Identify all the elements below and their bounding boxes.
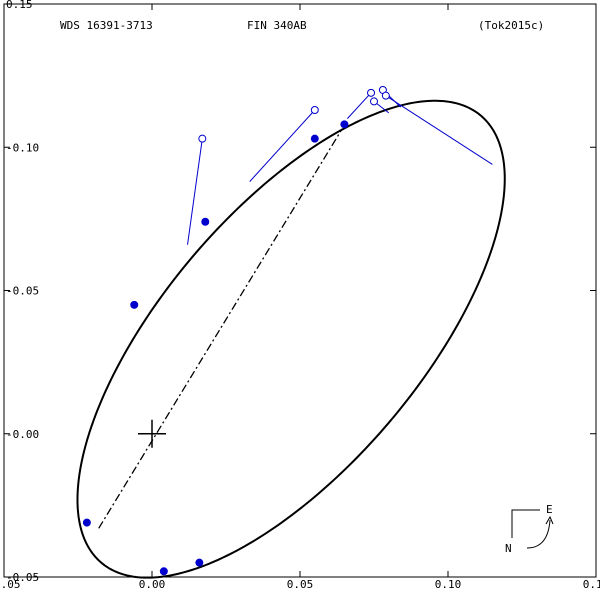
- header-pair-name: FIN 340AB: [247, 19, 307, 32]
- y-tick-label: -0.00: [6, 428, 39, 441]
- compass-east-label: E: [546, 503, 553, 516]
- open-observations: [198, 85, 390, 143]
- x-tick-label: 0.10: [435, 578, 462, 591]
- residual-line: [385, 95, 493, 165]
- y-tick-label: -0.05: [6, 285, 39, 298]
- compass-axes: [511, 509, 540, 538]
- open-observation-point: [310, 106, 319, 115]
- compass-rotation-arrow: [526, 519, 551, 549]
- primary-star-marker: [138, 419, 166, 448]
- residual-lines: [187, 89, 493, 245]
- header-reference: (Tok2015c): [478, 19, 544, 32]
- orbit-ellipse: [76, 99, 506, 579]
- axis-ticks: [3, 3, 597, 578]
- header-wds-id: WDS 16391-3713: [60, 19, 153, 32]
- x-tick-label: 0.05: [287, 578, 314, 591]
- open-observation-point: [367, 88, 376, 97]
- open-observation-point: [198, 134, 207, 143]
- y-tick-label: -0.05: [6, 571, 39, 584]
- filled-observation-point: [201, 217, 210, 226]
- open-observation-point: [381, 91, 390, 100]
- x-tick-label: 0.00: [139, 578, 166, 591]
- filled-observation-point: [82, 518, 91, 527]
- x-tick-label: -0.05: [0, 578, 21, 591]
- compass-arrowhead: [545, 515, 554, 525]
- filled-observation-point: [159, 567, 168, 576]
- y-tick-label: 0.15: [6, 0, 33, 11]
- compass: E N: [505, 503, 554, 555]
- filled-observation-point: [195, 558, 204, 567]
- filled-observation-point: [310, 134, 319, 143]
- filled-observation-point: [130, 300, 139, 309]
- plot-frame: [3, 3, 597, 578]
- compass-north-label: N: [505, 542, 512, 555]
- residual-line: [187, 138, 203, 245]
- line-of-nodes: [98, 129, 342, 529]
- x-tick-label: 0.15: [583, 578, 600, 591]
- open-observation-point: [370, 97, 378, 106]
- residual-line: [346, 92, 372, 119]
- residual-line: [249, 109, 316, 182]
- y-tick-label: -0.10: [6, 141, 39, 154]
- filled-observations: [82, 120, 349, 576]
- filled-observation-point: [340, 120, 349, 129]
